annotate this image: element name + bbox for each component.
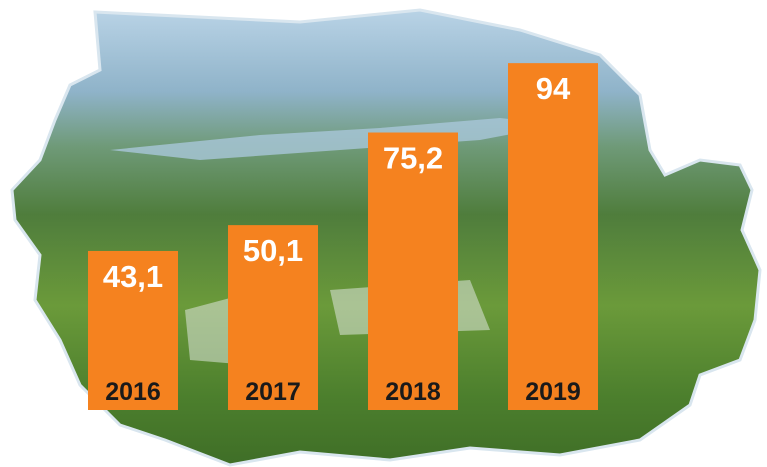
category-label: 2016 bbox=[105, 378, 161, 406]
value-label: 94 bbox=[536, 71, 571, 106]
value-label: 43,1 bbox=[103, 259, 163, 294]
value-label: 50,1 bbox=[243, 233, 303, 268]
category-label: 2017 bbox=[245, 378, 301, 406]
bar bbox=[508, 63, 598, 410]
chart: 43,1 2016 50,1 2017 75,2 2018 94 2019 bbox=[0, 0, 767, 467]
category-label: 2019 bbox=[525, 378, 581, 406]
category-label: 2018 bbox=[385, 378, 441, 406]
value-label: 75,2 bbox=[383, 141, 443, 176]
